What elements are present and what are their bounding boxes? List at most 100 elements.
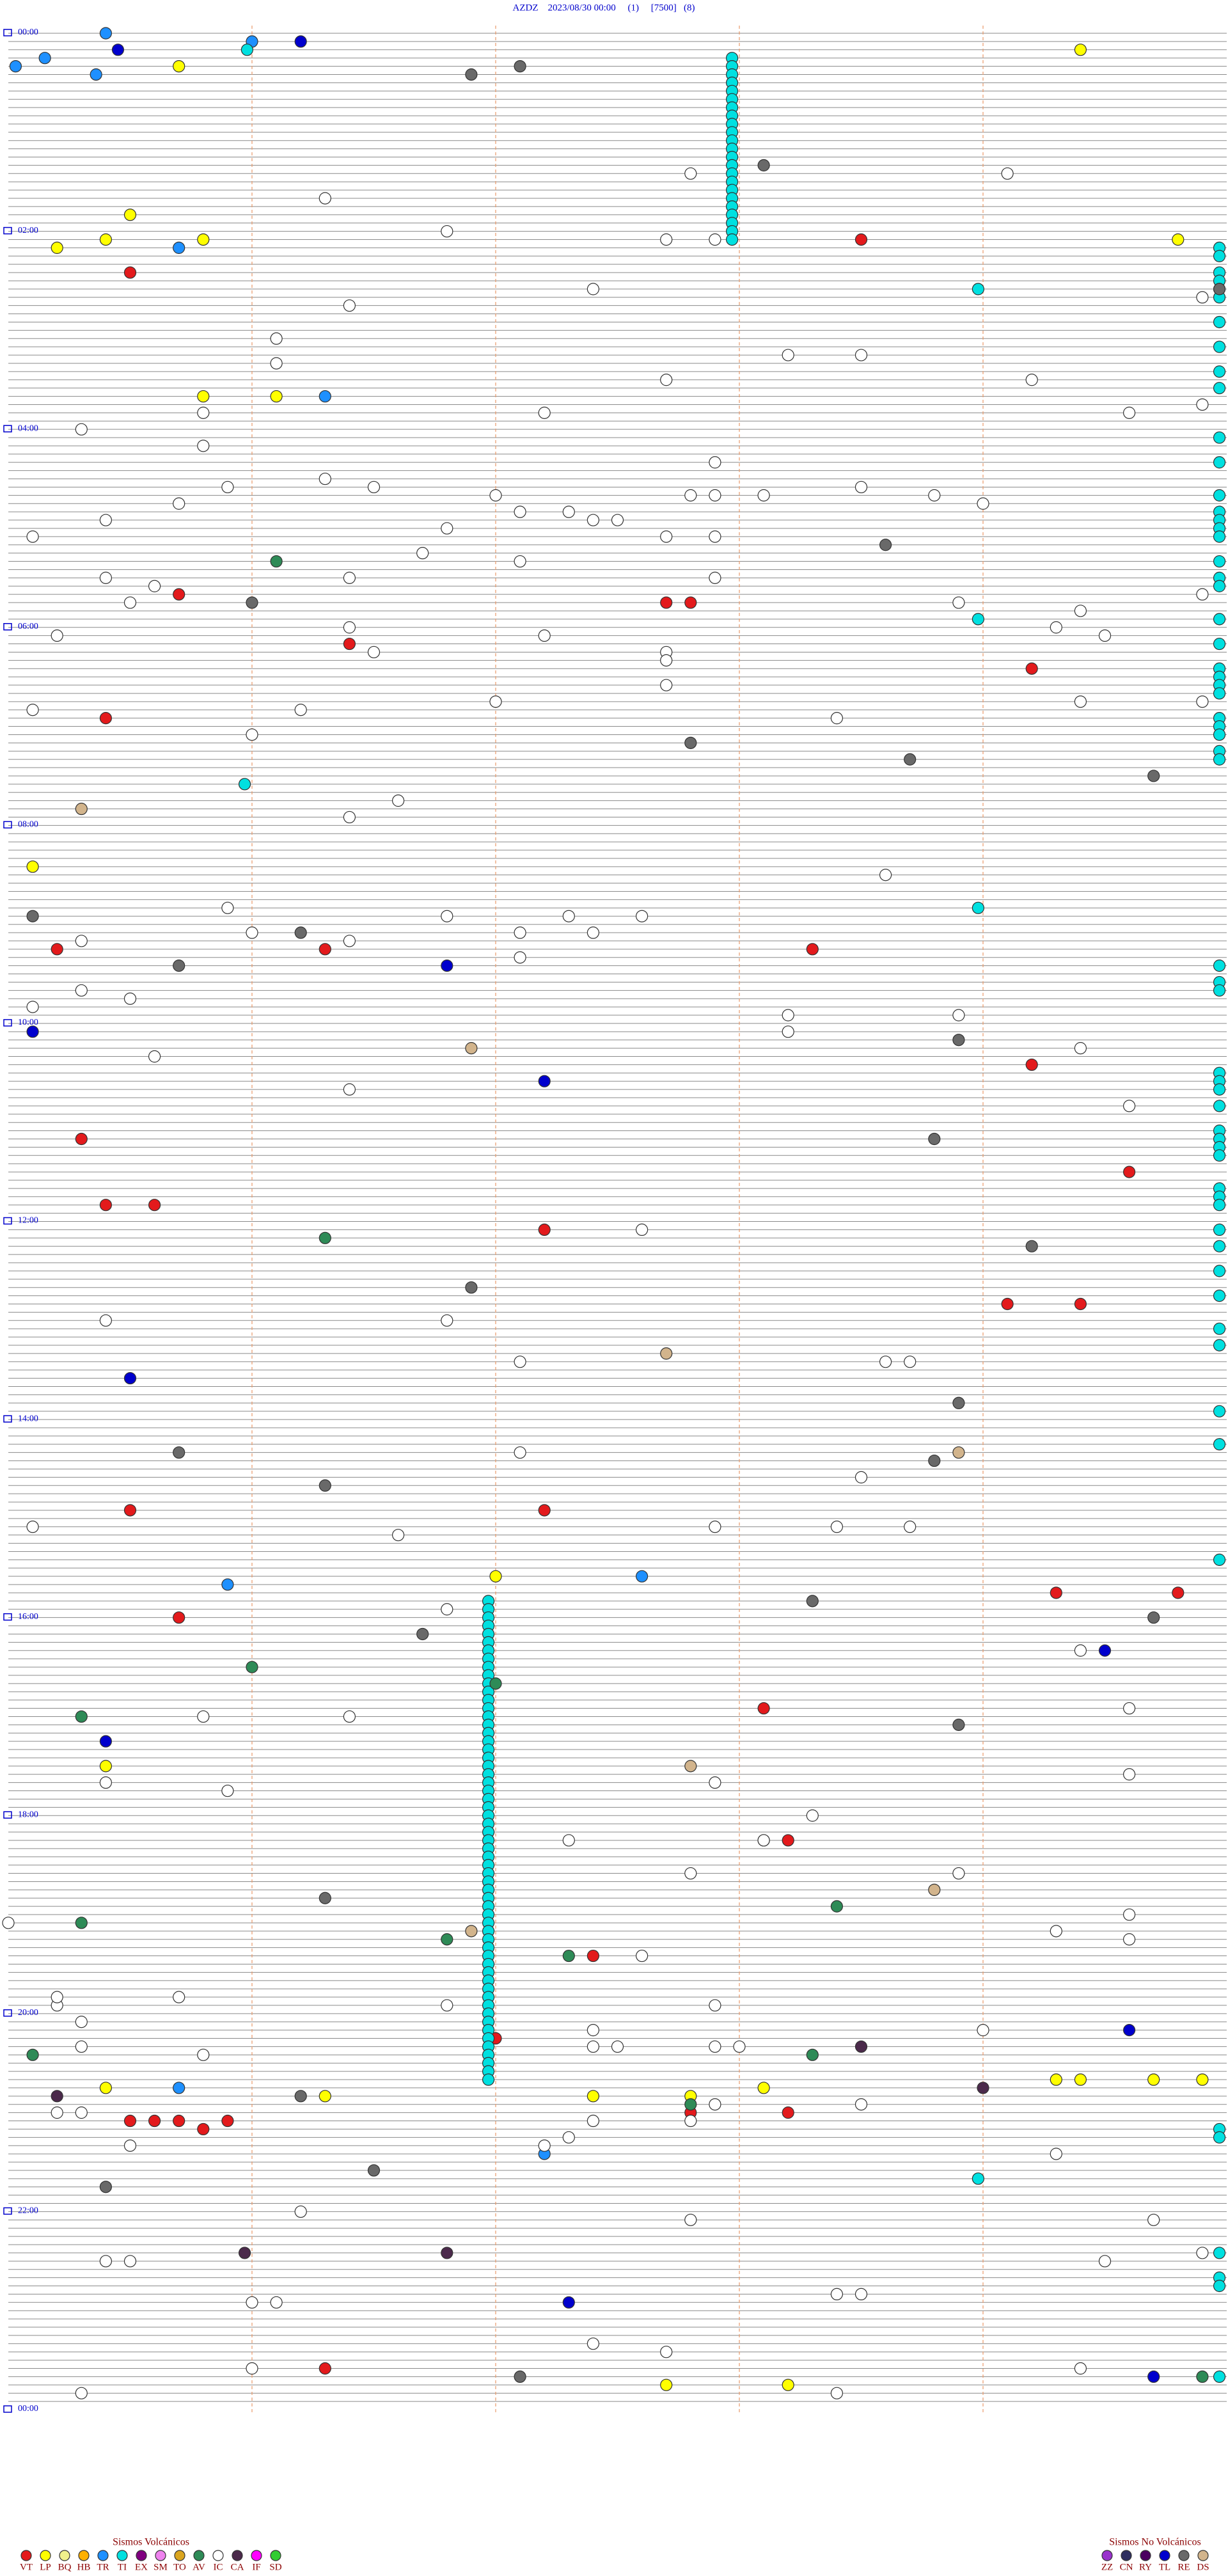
event-ic xyxy=(123,2139,137,2152)
event-ic xyxy=(123,596,137,609)
event-vt xyxy=(806,943,819,956)
event-tr xyxy=(635,1570,649,1583)
event-ic xyxy=(1196,398,1209,411)
event-re xyxy=(806,1595,819,1608)
event-re xyxy=(757,159,770,171)
event-re xyxy=(1213,283,1226,296)
event-vt xyxy=(99,712,112,725)
event-ic xyxy=(514,1446,526,1459)
event-re xyxy=(1147,1611,1160,1624)
event-ti xyxy=(482,2073,495,2086)
event-ic xyxy=(684,2213,697,2226)
event-ic xyxy=(391,794,405,807)
legend-swatch xyxy=(116,2550,128,2561)
event-ic xyxy=(977,2024,989,2037)
event-vt xyxy=(123,1504,137,1517)
event-ti xyxy=(1213,580,1226,592)
event-lp xyxy=(99,2082,112,2094)
event-lp xyxy=(1147,2073,1160,2086)
event-ic xyxy=(562,1834,575,1847)
event-tl xyxy=(562,2296,575,2309)
event-re xyxy=(952,1034,965,1047)
event-ic xyxy=(367,480,381,494)
event-ic xyxy=(586,514,600,526)
event-re xyxy=(99,2181,112,2193)
event-tr xyxy=(319,390,331,403)
event-tr xyxy=(38,52,51,65)
event-av xyxy=(1196,2370,1209,2383)
event-vt xyxy=(123,2114,137,2128)
event-vt xyxy=(148,1199,161,1212)
event-ic xyxy=(904,1355,917,1368)
event-ic xyxy=(562,2131,575,2144)
event-ic xyxy=(611,2040,624,2053)
event-ic xyxy=(75,423,88,436)
event-tl xyxy=(294,35,307,48)
event-ti xyxy=(1213,1100,1226,1112)
event-vt xyxy=(538,1504,551,1517)
event-lp xyxy=(757,2082,770,2094)
event-ic xyxy=(782,1009,794,1022)
event-ic xyxy=(99,2255,112,2268)
event-av xyxy=(562,1949,575,1963)
event-ti xyxy=(1213,1322,1226,1335)
event-ti xyxy=(1213,2279,1226,2293)
legend-swatch xyxy=(174,2550,185,2561)
event-ic xyxy=(1122,1702,1136,1715)
time-label: 20:00 xyxy=(18,2008,38,2018)
legend-swatch xyxy=(136,2550,147,2561)
event-ds xyxy=(75,802,88,816)
event-ds xyxy=(928,1883,941,1896)
event-ic xyxy=(1122,406,1136,419)
event-ic xyxy=(1074,695,1087,708)
event-ic xyxy=(854,1471,868,1483)
event-vt xyxy=(1001,1297,1014,1311)
legend-label: HB xyxy=(77,2562,91,2572)
event-ic xyxy=(173,1991,185,2003)
event-ic xyxy=(586,2024,600,2037)
event-ic xyxy=(757,1834,770,1847)
legend-swatch xyxy=(1121,2550,1132,2561)
event-ti xyxy=(1213,1289,1226,1302)
event-vt xyxy=(782,2106,794,2119)
event-lp xyxy=(1196,2073,1209,2086)
event-ic xyxy=(75,935,88,947)
event-ic xyxy=(1050,1925,1062,1938)
time-marker xyxy=(3,2207,12,2215)
event-ic xyxy=(2,1916,15,1929)
event-ca xyxy=(441,2247,453,2259)
event-vt xyxy=(197,2122,210,2136)
event-ti xyxy=(725,233,739,246)
time-label: 18:00 xyxy=(18,1810,38,1819)
legend-label: IC xyxy=(214,2562,223,2572)
legend-label: ZZ xyxy=(1101,2562,1113,2572)
legend-label: TL xyxy=(1159,2562,1170,2572)
event-ca xyxy=(977,2082,989,2094)
event-ic xyxy=(709,1999,721,2012)
event-av xyxy=(75,1710,88,1723)
legend-label: EX xyxy=(135,2562,148,2572)
event-ic xyxy=(343,299,356,312)
event-ic xyxy=(709,1776,721,1789)
event-ic xyxy=(51,629,63,642)
event-lp xyxy=(1050,2073,1062,2086)
event-re xyxy=(465,68,478,81)
event-ic xyxy=(514,505,526,518)
time-marker xyxy=(3,1415,12,1423)
event-ic xyxy=(879,1355,892,1368)
event-vt xyxy=(1025,662,1038,675)
time-label: 00:00 xyxy=(18,28,38,37)
legend-swatch xyxy=(97,2550,109,2561)
event-ti xyxy=(1213,340,1226,353)
event-ic xyxy=(391,1529,405,1542)
event-ca xyxy=(854,2040,868,2053)
event-lp xyxy=(1074,2073,1087,2086)
time-marker xyxy=(3,226,12,235)
event-ti xyxy=(238,778,251,791)
event-ic xyxy=(709,2098,721,2111)
event-ic xyxy=(660,374,673,386)
event-re xyxy=(1025,1240,1038,1252)
event-vt xyxy=(173,2114,185,2128)
event-ic xyxy=(26,704,39,716)
event-re xyxy=(416,1627,429,1641)
